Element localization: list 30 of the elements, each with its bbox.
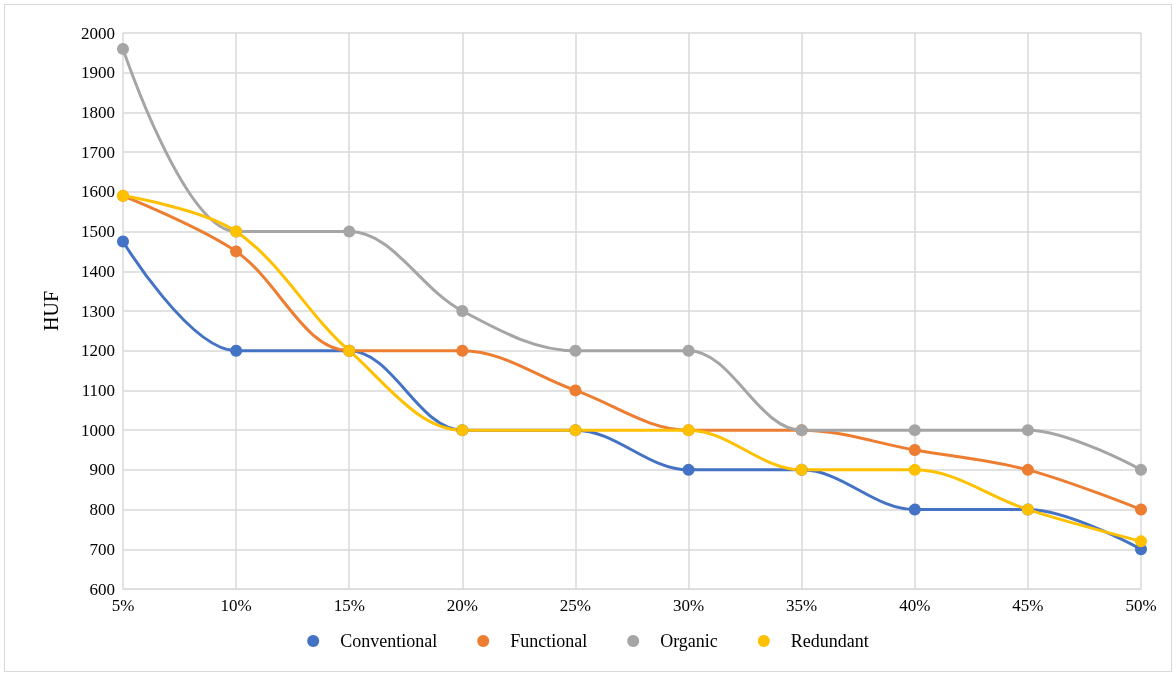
x-tick-label: 40% (899, 596, 931, 615)
y-tick-label: 800 (89, 500, 115, 520)
x-tick-label: 5% (111, 596, 135, 615)
y-tick-label: 700 (89, 539, 115, 559)
y-tick-label: 1100 (81, 380, 115, 400)
y-tick-label: 600 (89, 579, 115, 599)
x-tick-label: 25% (559, 596, 592, 615)
x-tick-label: 30% (672, 596, 705, 615)
y-tick-label: 2000 (81, 23, 115, 43)
legend-label: Conventional (340, 631, 438, 651)
y-tick-label: 1000 (81, 420, 115, 440)
x-tick-label: 50% (1125, 596, 1157, 615)
x-tick-label: 20% (446, 596, 478, 615)
x-tick-label: 15% (333, 596, 365, 615)
y-tick-label: 1300 (81, 301, 115, 321)
y-tick-label: 1800 (81, 102, 115, 122)
legend-label: Organic (660, 631, 718, 651)
y-axis-title: HUF (40, 290, 62, 332)
y-tick-label: 1600 (81, 182, 115, 202)
y-tick-label: 1900 (81, 63, 115, 83)
y-tick-label: 1500 (81, 222, 115, 242)
x-tick-label: 10% (220, 596, 252, 615)
y-tick-label: 1400 (81, 261, 115, 281)
x-tick-label: 45% (1012, 596, 1044, 615)
x-tick-label: 35% (786, 596, 818, 615)
y-tick-label: 1700 (81, 142, 115, 162)
y-tick-label: 900 (89, 460, 115, 480)
legend-label: Redundant (790, 631, 869, 651)
y-tick-label: 1200 (81, 341, 115, 361)
legend-label: Functional (510, 631, 588, 651)
